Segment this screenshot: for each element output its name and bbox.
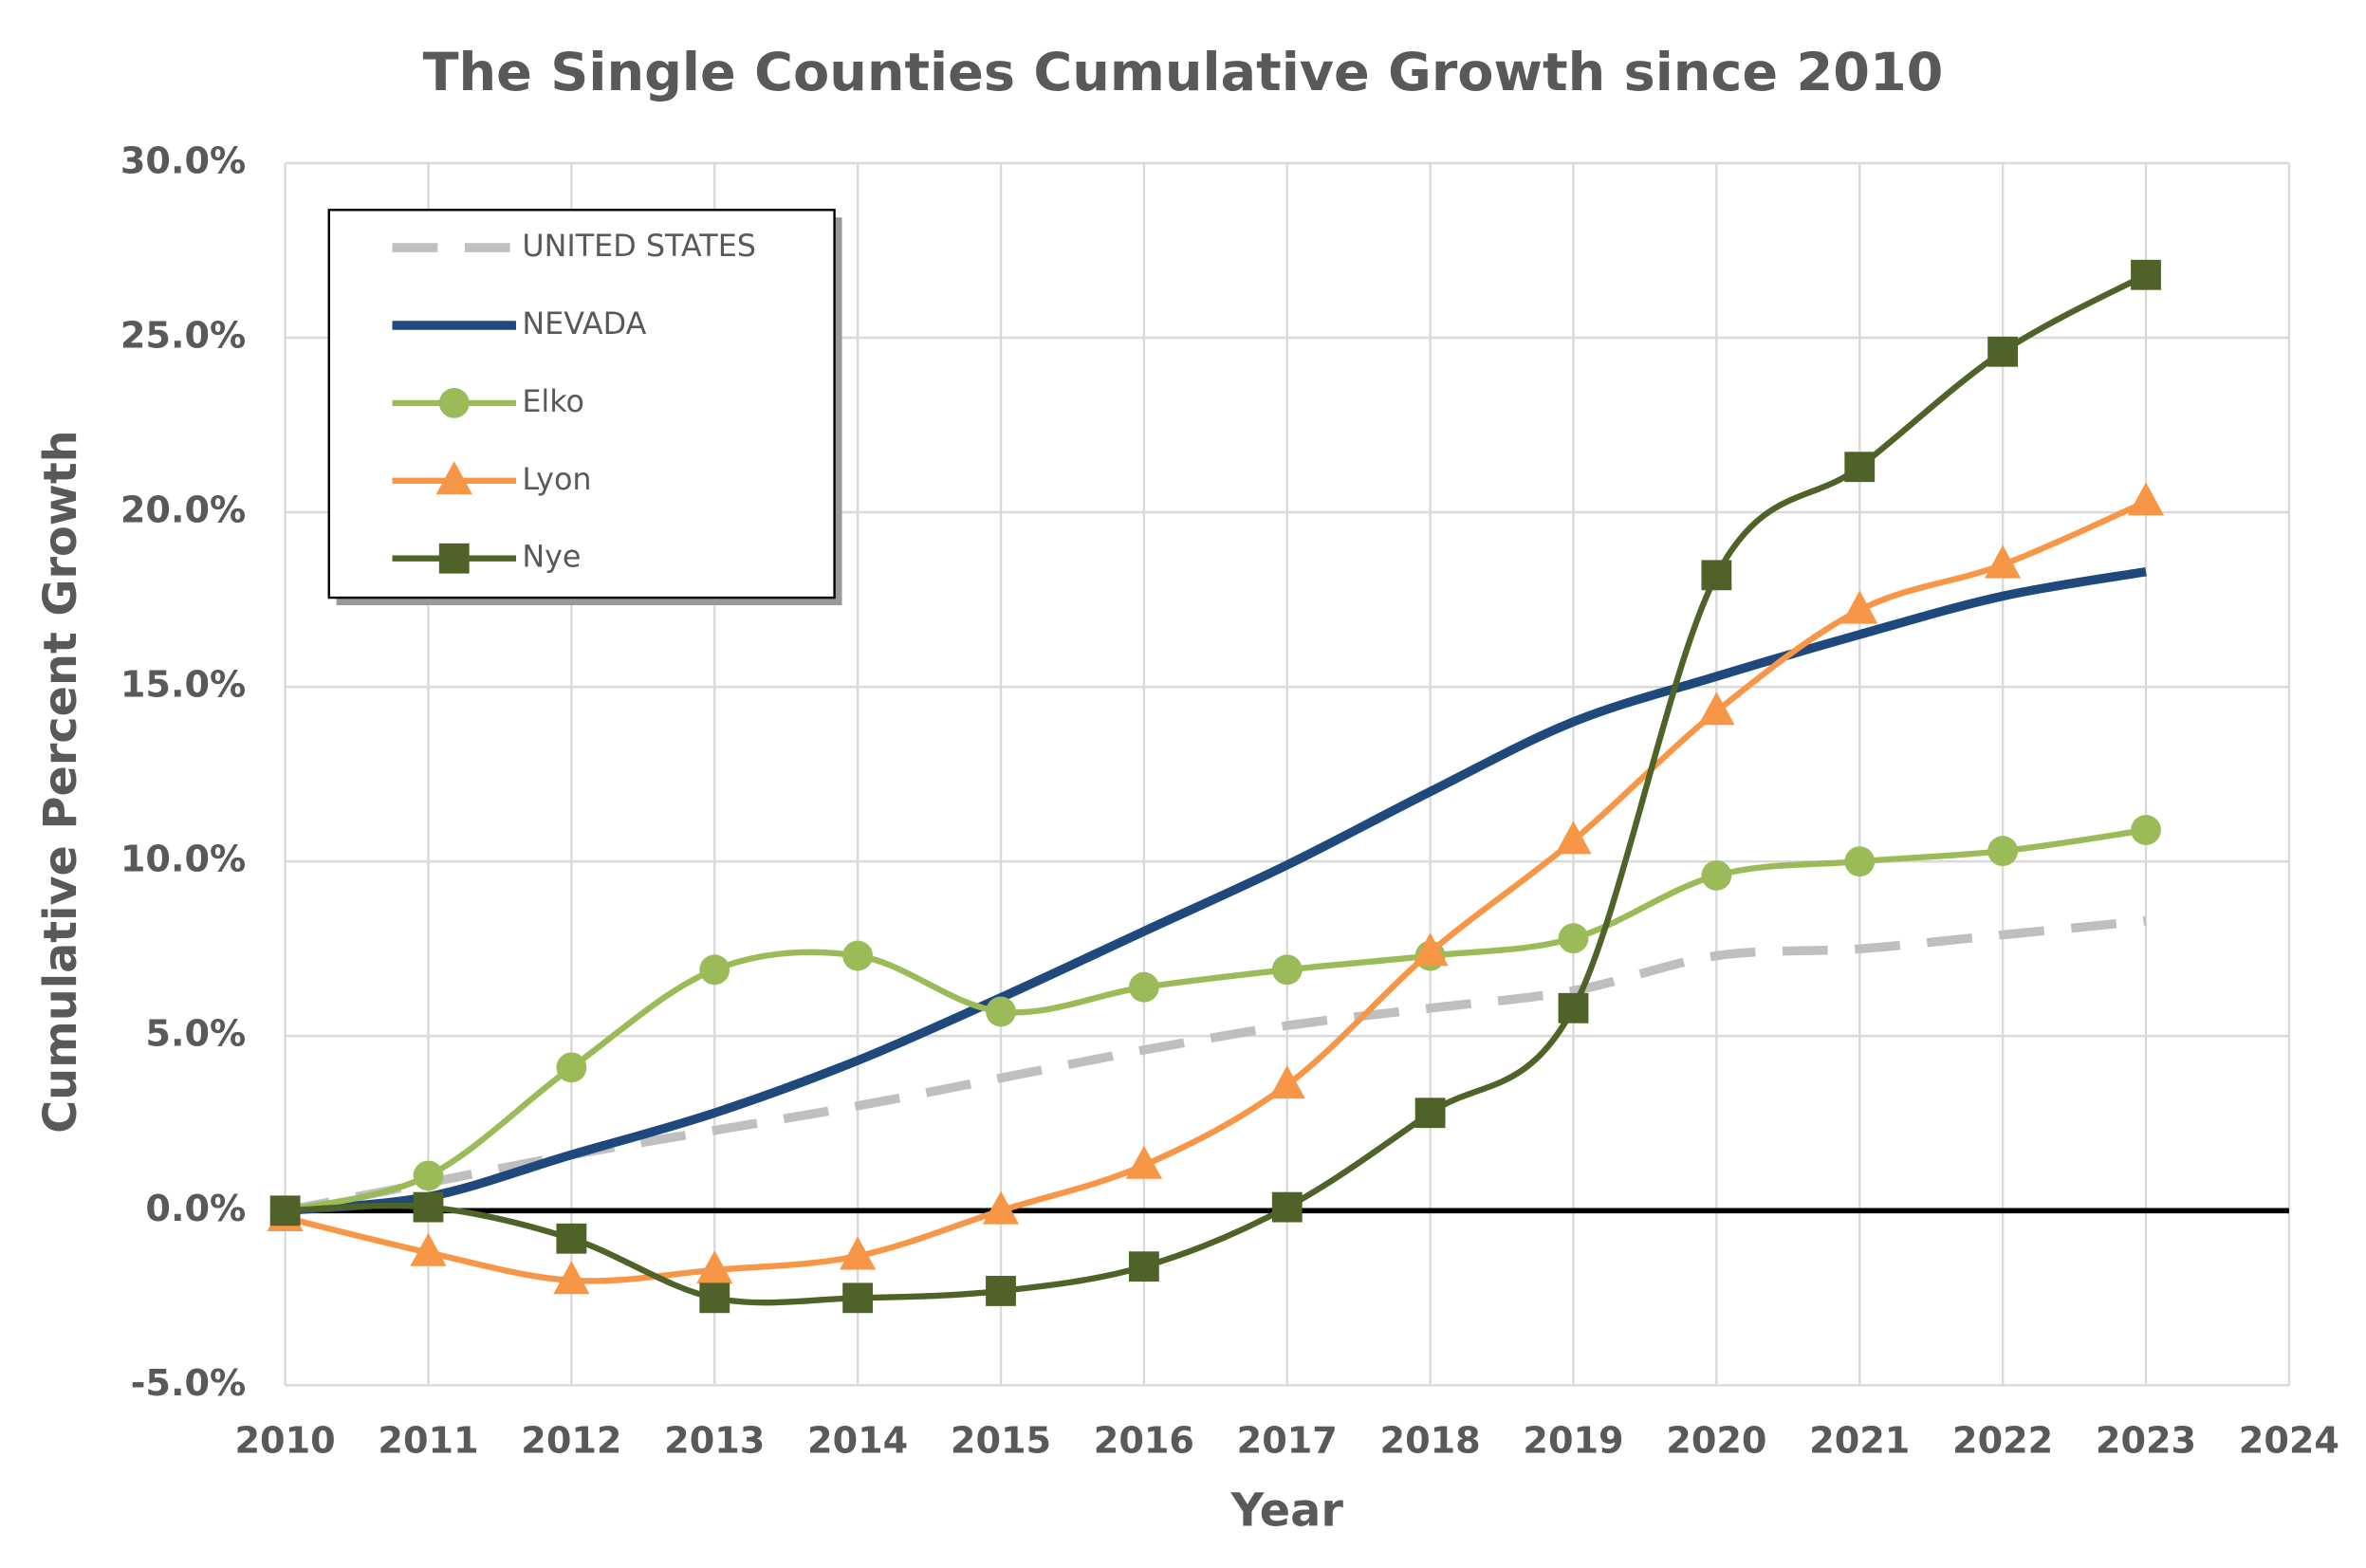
marker — [435, 461, 472, 495]
legend-label: Lyon — [522, 461, 591, 497]
plot — [267, 259, 2165, 1314]
marker — [1268, 1065, 1305, 1099]
series-line — [284, 499, 2148, 1284]
marker — [1985, 544, 2022, 579]
chart-title: The Single Counties Cumulative Growth si… — [423, 42, 1944, 103]
legend-label: Nye — [522, 539, 581, 575]
series-line — [285, 566, 2147, 1216]
marker — [1987, 336, 2019, 367]
marker — [1414, 1098, 1446, 1129]
y-tick-label: 25.0% — [120, 316, 246, 358]
marker — [840, 1236, 877, 1270]
marker — [2127, 482, 2165, 516]
marker — [982, 1190, 1020, 1225]
legend-label: NEVADA — [522, 305, 646, 341]
legend-label: Elko — [522, 383, 584, 419]
marker — [699, 954, 730, 986]
marker — [986, 1276, 1016, 1306]
marker — [438, 387, 470, 418]
x-tick-label: 2020 — [1666, 1420, 1766, 1462]
y-tick-label: -5.0% — [131, 1363, 247, 1405]
marker — [2131, 259, 2161, 290]
x-tick-label: 2024 — [2239, 1420, 2339, 1462]
marker — [413, 1160, 444, 1191]
marker — [1555, 821, 1592, 855]
marker — [842, 1282, 874, 1314]
x-tick-label: 2011 — [378, 1420, 478, 1462]
marker — [2131, 815, 2161, 845]
x-tick-label: 2013 — [664, 1420, 765, 1462]
marker — [1698, 692, 1735, 726]
x-tick-label: 2012 — [521, 1420, 621, 1462]
marker — [553, 1261, 590, 1295]
x-tick-label: 2015 — [951, 1420, 1051, 1462]
marker — [1987, 836, 2019, 867]
marker — [269, 1195, 301, 1227]
x-tick-label: 2010 — [235, 1420, 336, 1462]
legend-label: UNITED STATES — [522, 228, 756, 264]
marker — [1128, 971, 1159, 1003]
y-tick-label: 5.0% — [145, 1014, 246, 1056]
marker — [438, 543, 470, 574]
x-tick-label: 2018 — [1380, 1420, 1481, 1462]
y-tick-label: 10.0% — [120, 839, 246, 881]
y-axis-title: Cumulative Percent Growth — [35, 430, 87, 1134]
marker — [1412, 932, 1449, 967]
marker — [1271, 954, 1303, 986]
marker — [1128, 1251, 1159, 1282]
marker — [413, 1191, 444, 1223]
marker — [699, 1282, 730, 1314]
marker — [1701, 560, 1732, 591]
y-tick-label: 15.0% — [120, 665, 246, 707]
x-tick-label: 2019 — [1523, 1420, 1623, 1462]
x-tick-label: 2016 — [1094, 1420, 1194, 1462]
x-tick-label: 2022 — [1952, 1420, 2053, 1462]
x-tick-label: 2014 — [807, 1420, 908, 1462]
marker — [1841, 590, 1878, 624]
marker — [410, 1232, 447, 1266]
x-tick-label: 2023 — [2096, 1420, 2196, 1462]
y-tick-label: 20.0% — [120, 490, 246, 532]
marker — [556, 1223, 587, 1254]
marker — [696, 1250, 733, 1284]
x-tick-label: 2021 — [1809, 1420, 1910, 1462]
marker — [1125, 1145, 1162, 1179]
y-tick-label: 30.0% — [120, 140, 246, 182]
marker — [986, 996, 1016, 1027]
marker — [556, 1052, 587, 1083]
marker — [1558, 923, 1589, 954]
legend: UNITED STATES NEVADA Elko Lyon Nye — [327, 209, 842, 606]
x-axis-title: Year — [1230, 1485, 1344, 1538]
y-tick-label: 0.0% — [145, 1189, 246, 1230]
marker — [1701, 860, 1732, 891]
x-tick-label: 2017 — [1237, 1420, 1338, 1462]
marker — [1271, 1191, 1303, 1223]
marker — [842, 940, 874, 971]
marker — [1558, 992, 1589, 1024]
marker — [1844, 452, 1876, 483]
marker — [1844, 846, 1876, 877]
